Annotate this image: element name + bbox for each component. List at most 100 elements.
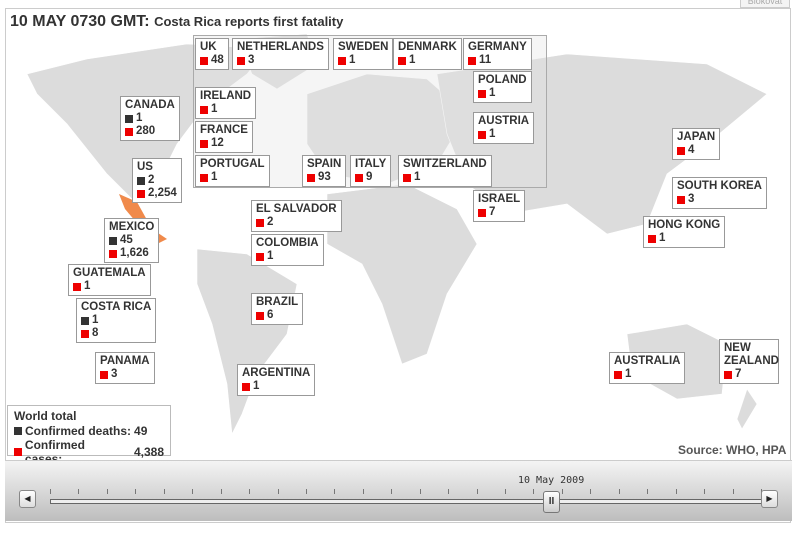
country-label-us: US 2 2,254 [132,158,182,203]
country-label-argentina: ARGENTINA 1 [237,364,316,396]
country-name: EL SALVADOR [256,203,337,215]
country-label-new-zealand: NEW ZEALAND 7 [719,339,779,384]
timeline-tick [647,489,649,494]
country-label-costa-rica: COSTA RICA 1 8 [76,298,157,343]
case-marker-icon [73,282,81,291]
deaths-total: 49 [134,424,148,438]
cases-count: 3 [248,54,255,66]
country-label-colombia: COLOMBIA 1 [251,234,324,266]
country-name: DENMARK [398,41,457,53]
country-name: GERMANY [468,41,527,53]
country-name: AUSTRALIA [614,355,681,367]
country-name: SWITZERLAND [403,158,487,170]
cases-count: 1 [211,171,218,183]
timeline-tick [78,489,80,494]
map-frame [5,8,791,523]
case-marker-icon [338,56,346,65]
country-label-netherlands: NETHERLANDS 3 [232,38,329,70]
country-label-mexico: MEXICO 45 1,626 [104,218,160,263]
source-credit: Source: WHO, HPA [678,443,787,457]
timeline-tick [732,489,734,494]
world-total-box: World total Confirmed deaths: 49 Confirme… [7,405,171,466]
deaths-count: 45 [120,234,133,246]
cases-count: 1,626 [120,247,149,259]
cases-count: 1 [267,250,274,262]
country-name: PANAMA [100,355,150,367]
timeline-tick [50,489,51,494]
cases-count: 7 [489,206,496,218]
country-name: ISRAEL [478,193,521,205]
country-label-uk: UK 48 [195,38,229,70]
timeline-ticks [50,489,762,495]
country-label-poland: POLAND 1 [473,71,532,103]
timeline-tick [220,489,222,494]
country-label-portugal: PORTUGAL 1 [195,155,270,187]
country-label-el-salvador: EL SALVADOR 2 [251,200,342,232]
case-marker-icon [403,173,411,182]
timeline-tick [106,489,108,494]
case-marker-icon [242,382,250,391]
country-name: FRANCE [200,124,248,136]
case-marker-icon [81,329,89,338]
case-marker-icon [355,173,363,182]
death-marker-icon [109,236,117,245]
country-label-sweden: SWEDEN 1 [333,38,394,70]
case-marker-icon [137,189,145,198]
deaths-count: 2 [148,174,155,186]
timeline-tick [533,489,535,494]
country-name: PORTUGAL [200,158,265,170]
cases-count: 2 [267,216,274,228]
case-marker-icon [200,105,208,114]
country-name: JAPAN [677,131,716,143]
timeline-tick [675,489,677,494]
south-america [196,248,298,436]
new-zealand-land [736,388,758,430]
blokovat-button[interactable]: Blokovat [740,0,790,8]
timeline-tick [448,489,450,494]
country-name: SOUTH KOREA [677,180,762,192]
timeline-tick [618,489,620,494]
cases-count: 11 [479,54,492,66]
cases-count: 1 [211,103,218,115]
country-name: NETHERLANDS [237,41,324,53]
case-marker-icon [109,249,117,258]
timeline-slider-thumb[interactable]: II [543,491,560,513]
country-label-australia: AUSTRALIA 1 [609,352,686,384]
country-name: POLAND [478,74,527,86]
cases-count: 1 [659,232,666,244]
previous-arrow-button[interactable]: ◀ [19,490,36,508]
country-label-south-korea: SOUTH KOREA 3 [672,177,767,209]
country-name: CANADA [125,99,175,111]
country-name: BRAZIL [256,296,299,308]
case-marker-icon [200,139,208,148]
country-label-hong-kong: HONG KONG 1 [643,216,726,248]
case-marker-icon [237,56,245,65]
deaths-count: 1 [136,112,143,124]
timeline-tick [419,489,421,494]
country-name: SWEDEN [338,41,389,53]
case-marker-icon [677,195,685,204]
country-name: NEW ZEALAND [724,342,779,367]
cases-count: 1 [253,380,260,392]
country-name: COLOMBIA [256,237,319,249]
case-marker-icon [100,370,108,379]
cases-count: 1 [84,280,91,292]
timeline-tick [163,489,165,494]
country-label-israel: ISRAEL 7 [473,190,526,222]
cases-count: 4 [688,144,695,156]
case-marker-icon [677,146,685,155]
next-arrow-button[interactable]: ▶ [761,490,778,508]
case-marker-icon [478,130,486,139]
country-name: SPAIN [307,158,342,170]
case-marker-icon [614,370,622,379]
case-marker-icon [478,208,486,217]
country-label-italy: ITALY 9 [350,155,392,187]
country-name: MEXICO [109,221,155,233]
cases-count: 12 [211,137,224,149]
timeline-slider-track[interactable] [50,499,762,504]
cases-count: 8 [92,327,99,339]
timeline-tick [561,489,563,494]
case-marker-icon [307,173,315,182]
timeline-date: 10 May 2009 [518,475,585,486]
cases-count: 1 [414,171,421,183]
